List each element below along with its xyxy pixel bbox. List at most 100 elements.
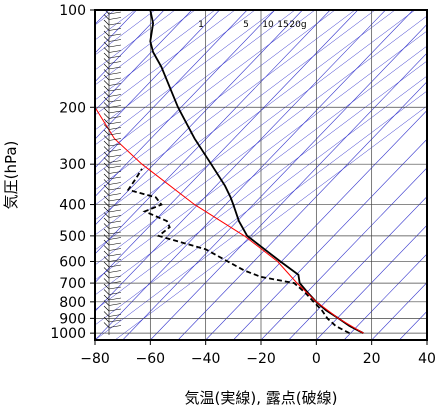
wind-barb-flag	[103, 47, 110, 53]
wind-barb-flag	[103, 41, 110, 48]
wind-barb-flag	[103, 14, 110, 20]
wind-barb-flag	[103, 278, 110, 284]
wind-barb-flag	[103, 19, 110, 26]
isotherm-line	[288, 196, 427, 340]
wind-barb	[108, 88, 122, 92]
isotherm-line	[233, 138, 427, 340]
wind-barb	[108, 303, 122, 306]
adiabat-line	[95, 15, 427, 266]
wind-barb-flag	[103, 305, 110, 312]
x-tick-label: −20	[246, 351, 276, 367]
x-tick-label: 40	[418, 351, 436, 367]
y-tick-label: 400	[59, 198, 86, 214]
wind-barb-flag	[103, 245, 110, 251]
wind-barb	[108, 308, 122, 312]
wind-barb-flag	[103, 201, 110, 207]
adiabat-line	[95, 90, 427, 340]
x-tick-label: −40	[191, 351, 221, 367]
wind-barb-flag	[103, 179, 110, 185]
wind-barb	[108, 72, 122, 75]
parcel-line	[95, 107, 364, 334]
wind-barb	[108, 314, 122, 317]
grid-lines	[95, 10, 427, 340]
x-tick-label: 0	[312, 351, 321, 367]
wind-barb	[108, 259, 122, 262]
adiabat-line	[95, 10, 356, 206]
wind-barb	[108, 132, 122, 136]
wind-barb-flag	[103, 58, 110, 64]
wind-barb	[108, 121, 122, 125]
dewpoint-line	[126, 168, 350, 334]
wind-barb-flag	[103, 294, 110, 301]
wind-barb	[108, 253, 122, 257]
wind-barb	[108, 33, 122, 37]
adiabat-line	[95, 10, 196, 86]
wind-barb	[108, 248, 122, 251]
x-tick-label: −60	[136, 351, 166, 367]
wind-barb	[108, 171, 122, 174]
adiabat-line	[95, 75, 427, 326]
wind-barb	[108, 99, 122, 103]
wind-barb-flag	[103, 311, 110, 317]
wind-barb	[108, 44, 122, 48]
isotherm-line	[95, 10, 359, 284]
wind-barb	[108, 198, 122, 202]
wind-barb	[108, 110, 122, 114]
wind-barb-flag	[103, 124, 110, 130]
isotherm-line	[371, 282, 427, 340]
adiabat-line	[95, 10, 216, 101]
wind-barb	[108, 209, 122, 213]
wind-barb	[108, 204, 122, 207]
wind-barb	[108, 28, 122, 31]
wind-barb-flag	[103, 322, 110, 328]
wind-barb-flag	[103, 283, 110, 290]
wind-barb	[108, 55, 122, 59]
wind-barb	[108, 264, 122, 268]
wind-barb	[108, 231, 122, 235]
wind-barb-flag	[103, 300, 110, 306]
wind-barb	[108, 22, 122, 26]
wind-barb-flag	[103, 212, 110, 218]
isotherm-adiabat-lines	[95, 10, 427, 340]
y-tick-label: 1000	[50, 326, 86, 342]
wind-barb	[108, 286, 122, 290]
y-tick-label: 600	[59, 254, 86, 270]
wind-barb-flag	[103, 129, 110, 136]
wind-barb-flag	[103, 25, 110, 31]
wind-barb-flag	[103, 234, 110, 240]
wind-barb	[108, 270, 122, 273]
y-tick-label: 200	[59, 100, 86, 116]
wind-barb	[108, 11, 122, 15]
wind-barb-flag	[103, 135, 110, 141]
wind-barb-flag	[103, 289, 110, 295]
wind-barb-flag	[103, 91, 110, 97]
isotherm-line	[95, 10, 303, 226]
wind-barb-flag	[104, 10, 110, 15]
sounding-profiles	[95, 10, 364, 334]
wind-barb	[108, 242, 122, 246]
wind-barb	[108, 127, 122, 130]
wind-barb-flag	[103, 146, 110, 152]
wind-barb	[108, 61, 122, 64]
mixing-ratio-label: 10	[262, 20, 274, 30]
wind-barb	[108, 17, 122, 20]
wind-barb-flag	[103, 52, 110, 59]
isotherm-line	[95, 10, 165, 83]
isotherm-line	[95, 10, 193, 111]
isotherm-line	[177, 81, 427, 340]
wind-barb	[108, 325, 122, 328]
wind-barb-flag	[103, 184, 110, 191]
wind-barb	[108, 105, 122, 108]
isotherm-line	[426, 339, 427, 340]
wind-barb	[108, 39, 122, 42]
mixing-ratio-labels: 1 5 10 15 20g	[198, 20, 306, 30]
y-tick-label: 500	[59, 229, 86, 245]
adiabat-line	[95, 10, 236, 116]
wind-barb-flag	[103, 157, 110, 163]
wind-barb-flag	[103, 168, 110, 174]
wind-barb-flag	[103, 96, 110, 103]
wind-barb-flag	[103, 151, 110, 158]
wind-barb	[108, 215, 122, 218]
wind-barb	[108, 319, 122, 323]
